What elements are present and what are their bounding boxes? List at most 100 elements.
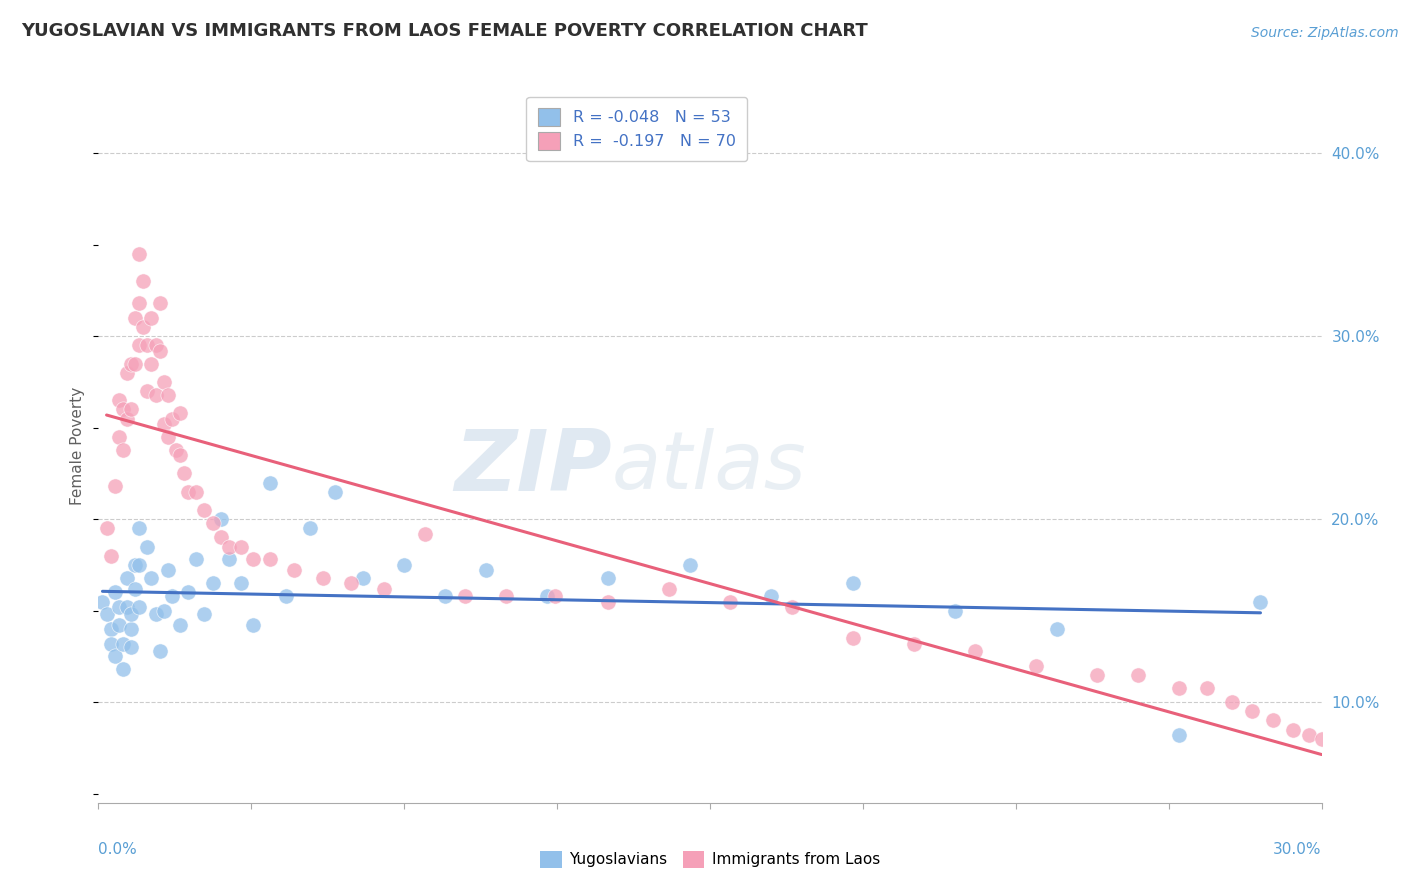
Point <box>120 357 142 371</box>
Point <box>186 552 208 566</box>
Point <box>177 484 200 499</box>
Text: atlas: atlas <box>612 428 807 507</box>
Y-axis label: Female Poverty: Female Poverty <box>70 387 86 505</box>
Point <box>1128 667 1150 681</box>
Point <box>108 393 131 408</box>
Point <box>903 637 925 651</box>
Point <box>352 571 374 585</box>
Point <box>104 649 127 664</box>
Point <box>761 589 783 603</box>
Point <box>780 600 803 615</box>
Point <box>1241 704 1264 718</box>
Point <box>373 582 395 596</box>
Point <box>111 402 134 417</box>
Point <box>658 582 681 596</box>
Point <box>111 442 134 457</box>
Point <box>413 526 436 541</box>
Point <box>100 637 122 651</box>
Point <box>1310 731 1333 746</box>
Point <box>231 576 253 591</box>
Point <box>111 637 134 651</box>
Point <box>124 310 146 325</box>
Point <box>115 600 138 615</box>
Point <box>120 622 142 636</box>
Point <box>169 448 191 462</box>
Point <box>495 589 517 603</box>
Point <box>434 589 457 603</box>
Point <box>323 484 346 499</box>
Text: ZIP: ZIP <box>454 425 612 509</box>
Point <box>132 274 155 288</box>
Point <box>201 516 224 530</box>
Point <box>104 479 127 493</box>
Point <box>720 594 742 608</box>
Point <box>100 549 122 563</box>
Point <box>160 589 183 603</box>
Legend: Yugoslavians, Immigrants from Laos: Yugoslavians, Immigrants from Laos <box>534 845 886 873</box>
Point <box>598 594 620 608</box>
Point <box>536 589 558 603</box>
Point <box>156 388 179 402</box>
Point <box>1298 728 1320 742</box>
Point <box>149 343 172 358</box>
Point <box>152 375 174 389</box>
Point <box>474 563 498 577</box>
Point <box>598 571 620 585</box>
Point <box>141 357 163 371</box>
Point <box>108 430 131 444</box>
Point <box>141 310 163 325</box>
Point <box>209 531 232 545</box>
Point <box>1220 695 1243 709</box>
Point <box>108 618 131 632</box>
Point <box>242 552 264 566</box>
Point <box>1249 594 1271 608</box>
Point <box>124 357 146 371</box>
Point <box>259 552 281 566</box>
Point <box>283 563 305 577</box>
Point <box>91 594 114 608</box>
Point <box>173 467 195 481</box>
Point <box>136 338 159 352</box>
Point <box>218 552 240 566</box>
Point <box>169 406 191 420</box>
Point <box>100 622 122 636</box>
Point <box>145 338 167 352</box>
Point <box>1085 667 1108 681</box>
Point <box>149 296 172 310</box>
Point <box>299 521 322 535</box>
Point <box>1197 681 1219 695</box>
Point <box>96 607 118 622</box>
Point <box>1167 728 1189 742</box>
Point <box>104 585 127 599</box>
Point <box>1167 681 1189 695</box>
Point <box>392 558 416 572</box>
Point <box>340 576 363 591</box>
Point <box>679 558 702 572</box>
Text: 30.0%: 30.0% <box>1274 842 1322 857</box>
Text: YUGOSLAVIAN VS IMMIGRANTS FROM LAOS FEMALE POVERTY CORRELATION CHART: YUGOSLAVIAN VS IMMIGRANTS FROM LAOS FEMA… <box>21 22 868 40</box>
Point <box>209 512 232 526</box>
Point <box>111 662 134 676</box>
Text: Source: ZipAtlas.com: Source: ZipAtlas.com <box>1251 26 1399 40</box>
Point <box>152 417 174 431</box>
Point <box>108 600 131 615</box>
Point <box>120 640 142 655</box>
Point <box>128 247 150 261</box>
Point <box>120 607 142 622</box>
Point <box>231 540 253 554</box>
Point <box>115 411 138 425</box>
Point <box>218 540 240 554</box>
Point <box>1282 723 1305 737</box>
Point <box>186 484 208 499</box>
Point <box>149 644 172 658</box>
Point <box>169 618 191 632</box>
Point <box>242 618 264 632</box>
Point <box>128 338 150 352</box>
Point <box>193 607 215 622</box>
Point <box>128 296 150 310</box>
Point <box>312 571 335 585</box>
Point <box>136 384 159 398</box>
Point <box>115 571 138 585</box>
Point <box>132 320 155 334</box>
Point <box>201 576 224 591</box>
